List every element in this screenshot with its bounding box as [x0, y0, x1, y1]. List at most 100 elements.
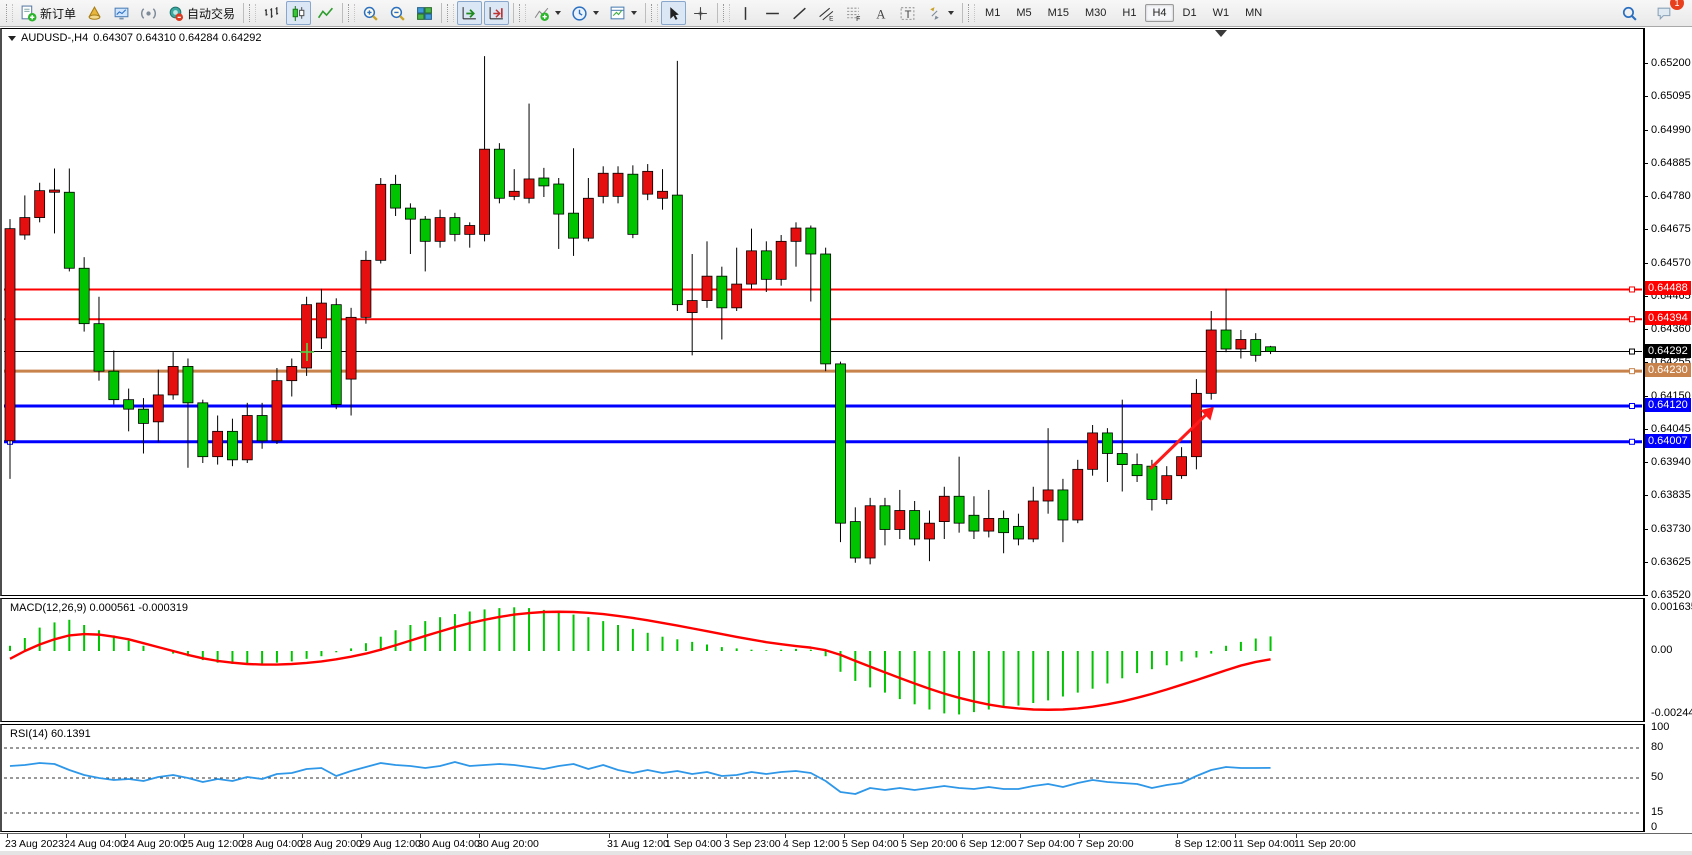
dropdown-arrow-icon[interactable] — [948, 11, 955, 15]
arrows-button[interactable] — [922, 1, 958, 25]
chevron-down-icon[interactable] — [8, 35, 16, 41]
axis-tick — [1644, 63, 1648, 64]
pane-divider[interactable] — [0, 722, 1692, 724]
timeframe-m1-button[interactable]: M1 — [985, 7, 1001, 19]
candlestick-chart[interactable] — [2, 29, 1644, 595]
axis-tick — [1644, 462, 1648, 463]
candle-body — [553, 183, 565, 215]
axis-tick — [1644, 262, 1648, 264]
time-label: 11 Sep 20:00 — [1294, 838, 1356, 850]
linechart-icon — [317, 5, 334, 22]
horizontal-line-button[interactable] — [760, 1, 785, 25]
notifications-button[interactable]: 1 — [1652, 0, 1684, 25]
timeframe-m30-button[interactable]: M30 — [1085, 7, 1107, 19]
main-toolbar: 新订单 自动交易 E F A T M1 M5 M15 M30 H1 H4 D1 W1 MN 1 — [0, 0, 1692, 27]
timeframe-d1-button[interactable]: D1 — [1182, 7, 1197, 19]
arrow-object[interactable] — [1148, 411, 1210, 471]
candle-body — [1205, 329, 1217, 394]
time-tick — [962, 834, 963, 838]
price-tag-0.64230: 0.64230 — [1645, 363, 1691, 378]
candle-body — [686, 300, 698, 313]
line-handle[interactable] — [1629, 403, 1635, 410]
arrows-icon — [926, 5, 943, 22]
dropdown-arrow-icon[interactable] — [631, 11, 638, 15]
zoomin-icon — [362, 5, 379, 22]
chart-shift-button[interactable] — [484, 1, 510, 25]
templates-button[interactable] — [605, 1, 641, 25]
channel-button[interactable]: E — [814, 1, 839, 25]
dropdown-arrow-icon[interactable] — [555, 11, 562, 15]
cross-marker[interactable] — [300, 343, 314, 361]
crosshair-button[interactable] — [688, 1, 713, 25]
macd-axis-label: 0.00 — [1651, 644, 1673, 656]
bar-chart-button[interactable] — [259, 1, 284, 25]
arrow-head — [1200, 407, 1214, 421]
template-icon — [609, 5, 626, 22]
time-tick — [903, 834, 904, 838]
vertical-line-button[interactable] — [733, 1, 758, 25]
zoom-in-button[interactable] — [358, 1, 383, 25]
axis-tick — [1644, 295, 1648, 297]
funnel-button[interactable] — [82, 1, 107, 25]
zoom-out-button[interactable] — [385, 1, 410, 25]
timeframe-m15-button[interactable]: M15 — [1047, 7, 1069, 19]
price-axis[interactable]: 0.65200 0.65095 0.64990 0.64885 0.64780 0.646… — [1644, 28, 1692, 833]
timeframe-mn-button[interactable]: MN — [1245, 7, 1263, 19]
price-tag-0.64292: 0.64292 — [1645, 343, 1691, 358]
tile-windows-button[interactable] — [412, 1, 437, 25]
autoscroll-button[interactable] — [457, 1, 483, 25]
time-axis[interactable]: 23 Aug 2023 24 Aug 04:00 24 Aug 20:00 25 Au… — [0, 833, 1692, 852]
line-handle[interactable] — [1629, 438, 1635, 445]
periods-button[interactable] — [567, 1, 603, 25]
candle-body — [1102, 432, 1113, 454]
line-handle[interactable] — [1629, 286, 1635, 293]
fibonacci-button[interactable]: F — [841, 1, 866, 25]
price-tick: 0.64045 — [1651, 422, 1691, 435]
timeframe-w1-button[interactable]: W1 — [1212, 7, 1230, 19]
rsi-indicator — [4, 747, 1642, 814]
line-chart-button[interactable] — [313, 1, 338, 25]
label-button[interactable]: T — [895, 1, 920, 25]
axis-tick — [1644, 561, 1648, 563]
chart-shift-marker-icon[interactable] — [1215, 30, 1227, 37]
timeframe-m5-button[interactable]: M5 — [1016, 7, 1032, 19]
trend-icon — [791, 5, 808, 22]
chartshift-icon — [488, 5, 505, 22]
pane-divider[interactable] — [0, 596, 1692, 598]
timeframe-h4-button[interactable]: H4 — [1145, 4, 1174, 22]
candle-body — [182, 366, 194, 404]
candlestick-button[interactable] — [286, 1, 312, 25]
price-chart-pane[interactable]: AUDUSD-,H4 0.64307 0.64310 0.64284 0.642… — [0, 28, 1644, 596]
search-button[interactable] — [1617, 1, 1642, 25]
line-handle[interactable] — [1629, 368, 1635, 375]
candle-body — [78, 267, 90, 325]
new-order-button[interactable]: 新订单 — [16, 1, 80, 25]
time-tick — [1296, 834, 1297, 838]
line-handle[interactable] — [1629, 348, 1635, 355]
candle-body — [983, 518, 995, 532]
charts-window-button[interactable] — [109, 1, 134, 25]
autotrade-button[interactable]: 自动交易 — [163, 1, 239, 25]
candle-body — [390, 183, 401, 209]
symbol-label: AUDUSD-,H4 — [21, 32, 89, 44]
search-icon — [1622, 6, 1637, 21]
text-button[interactable]: A — [868, 1, 893, 25]
signals-button[interactable] — [136, 1, 161, 25]
macd-pane[interactable]: MACD(12,26,9) 0.000561 -0.000319 — [0, 598, 1644, 722]
line-handle[interactable] — [1629, 316, 1635, 323]
trendline-button[interactable] — [787, 1, 812, 25]
axis-tick — [1644, 229, 1648, 231]
cursor-icon — [665, 5, 682, 22]
hline-icon — [764, 5, 781, 22]
cursor-button[interactable] — [661, 1, 687, 25]
rsi-pane[interactable]: RSI(14) 60.1391 — [0, 724, 1644, 832]
timeframe-h1-button[interactable]: H1 — [1122, 7, 1137, 19]
time-label: 6 Sep 12:00 — [960, 838, 1017, 850]
candle-body — [612, 172, 624, 197]
toolbar-grip — [249, 4, 257, 22]
indicators-button[interactable] — [529, 1, 565, 25]
candle-body — [642, 170, 654, 195]
candle-body — [790, 227, 802, 242]
dropdown-arrow-icon[interactable] — [593, 11, 600, 15]
